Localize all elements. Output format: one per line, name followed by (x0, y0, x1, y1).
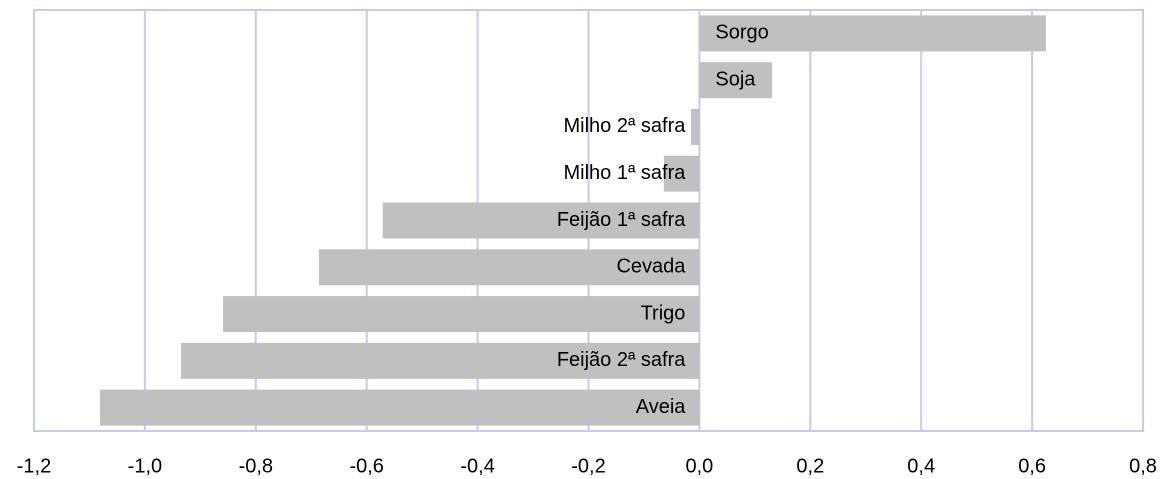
x-tick-label: 0,2 (796, 455, 824, 477)
bar (699, 62, 773, 99)
category-label: Feijão 2ª safra (557, 349, 686, 371)
x-tick-label: -0,8 (239, 455, 273, 477)
x-tick-label: 0,0 (685, 455, 713, 477)
x-tick-label: 0,6 (1018, 455, 1046, 477)
x-tick-label: -1,0 (128, 455, 162, 477)
category-label: Trigo (641, 302, 686, 324)
x-tick-label: -0,6 (349, 455, 383, 477)
category-label: Sorgo (715, 22, 768, 44)
bar (180, 342, 700, 379)
bar (99, 389, 700, 426)
x-tick-label: 0,8 (1129, 455, 1157, 477)
x-tick-label: -0,2 (571, 455, 605, 477)
category-label: Cevada (616, 256, 686, 278)
x-tick-label: -0,4 (460, 455, 494, 477)
category-label: Feijão 1ª safra (557, 209, 686, 231)
x-tick-label: -1,2 (17, 455, 51, 477)
category-label: Soja (715, 68, 756, 90)
plot-border (33, 9, 1144, 432)
category-label: Milho 1ª safra (563, 162, 686, 184)
bar (663, 155, 700, 192)
bar (319, 249, 700, 286)
bar (382, 202, 700, 239)
bar (699, 15, 1046, 52)
bar (691, 108, 700, 145)
category-label: Aveia (636, 396, 687, 418)
category-label: Milho 2ª safra (563, 115, 686, 137)
x-tick-label: 0,4 (907, 455, 935, 477)
bar (223, 296, 700, 333)
